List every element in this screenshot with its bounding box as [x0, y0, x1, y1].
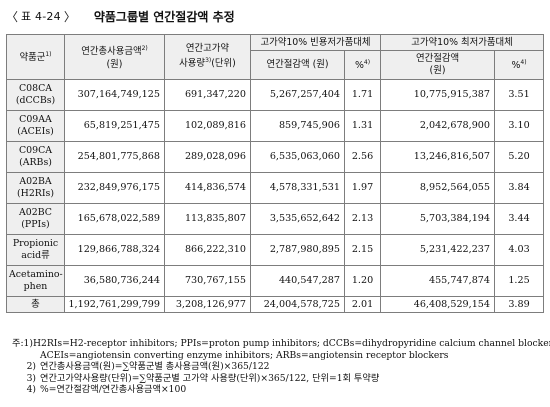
saving-lowest-cell: 455,747,874	[380, 265, 496, 297]
pct-lowest-cell: 1.25	[494, 265, 545, 297]
total-row: 총 1,192,761,299,799 3,208,126,977 24,004…	[6, 296, 545, 313]
high-use-cell: 289,028,096	[164, 141, 251, 173]
total-cost-cell: 1,192,761,299,799	[64, 296, 165, 313]
saving-lowest-cell: 46,408,529,154	[380, 296, 496, 313]
high-use-cell: 414,836,574	[164, 172, 251, 204]
pct-frequent-cell: 2.13	[343, 203, 382, 235]
saving-lowest-cell: 8,952,564,055	[380, 172, 496, 204]
header-pct-frequent: %4)	[343, 50, 382, 80]
high-use-cell: 102,089,816	[164, 110, 251, 142]
saving-frequent-cell: 24,004,578,725	[250, 296, 345, 313]
saving-lowest-cell: 5,703,384,194	[380, 203, 496, 235]
pct-lowest-cell: 5.20	[494, 141, 545, 173]
header-saving-frequent: 연간절감액 (원)	[250, 50, 345, 80]
pct-frequent-cell: 2.01	[343, 296, 382, 313]
pct-frequent-cell: 2.56	[343, 141, 382, 173]
note-mark: 2)	[26, 361, 36, 373]
pct-frequent-cell: 1.20	[343, 265, 382, 297]
savings-table: 약품군1) 연간총사용금액2) (원) 연간고가약 사용량3)(단위) 고가약10%…	[6, 34, 545, 313]
saving-lowest-cell: 13,246,816,507	[380, 141, 496, 173]
drug-cell: C09CA (ARBs)	[6, 141, 65, 173]
saving-lowest-cell: 2,042,678,900	[380, 110, 496, 142]
header-high-use: 연간고가약 사용량3)(단위)	[164, 34, 251, 80]
drug-cell: C09AA (ACEIs)	[6, 110, 65, 142]
high-use-cell: 3,208,126,977	[164, 296, 251, 313]
saving-frequent-cell: 3,535,652,642	[250, 203, 345, 235]
note-text: H2RIs=H2-receptor inhibitors; PPIs=proto…	[32, 338, 550, 349]
note-2: 2) 연간총사용금액(원)=∑약품군별 총사용금액(원)×365/122	[12, 361, 542, 373]
drug-cell: A02BA (H2RIs)	[6, 172, 65, 204]
drug-cell: Propionic acid류	[6, 234, 65, 266]
header-total-cost: 연간총사용금액2) (원)	[64, 34, 165, 80]
high-use-cell: 866,222,310	[164, 234, 251, 266]
total-label-cell: 총	[6, 296, 65, 313]
note-mark: 4)	[26, 384, 36, 396]
header-group-lowest-substitute: 고가약10% 최저가품대체	[380, 34, 545, 51]
header-drug: 약품군1)	[6, 34, 65, 80]
pct-frequent-cell: 1.97	[343, 172, 382, 204]
saving-frequent-cell: 440,547,287	[250, 265, 345, 297]
total-cost-cell: 254,801,775,868	[64, 141, 165, 173]
note-mark: 주:1)	[12, 338, 33, 349]
pct-frequent-cell: 2.15	[343, 234, 382, 266]
caption-open-bracket: 〈	[6, 9, 19, 24]
note-mark: 3)	[26, 372, 36, 384]
note-1-continuation: ACEIs=angiotensin converting enzyme inhi…	[40, 349, 449, 361]
note-text: 연간고가약사용량(단위)=∑약품군별 고가약 사용량(단위)×365/122, …	[40, 372, 380, 384]
total-cost-cell: 307,164,749,125	[64, 79, 165, 111]
note-1: 주:1) H2RIs=H2-receptor inhibitors; PPIs=…	[12, 338, 550, 350]
saving-frequent-cell: 2,787,980,895	[250, 234, 345, 266]
high-use-cell: 691,347,220	[164, 79, 251, 111]
saving-lowest-cell: 5,231,422,237	[380, 234, 496, 266]
header-saving-lowest: 연간절감액 (원)	[380, 50, 496, 80]
total-cost-cell: 129,866,788,324	[64, 234, 165, 266]
total-cost-cell: 165,678,022,589	[64, 203, 165, 235]
drug-cell: A02BC (PPIs)	[6, 203, 65, 235]
table-row: Propionic acid류 129,866,788,324 866,222,3…	[6, 234, 545, 266]
saving-frequent-cell: 4,578,331,531	[250, 172, 345, 204]
pct-lowest-cell: 4.03	[494, 234, 545, 266]
note-3: 3) 연간고가약사용량(단위)=∑약품군별 고가약 사용량(단위)×365/12…	[12, 373, 542, 385]
table-row: Acetamino-phen 36,580,736,244 730,767,15…	[6, 265, 545, 297]
note-4: 4) %=연간절감액/연간총사용금액×100	[12, 384, 542, 396]
saving-frequent-cell: 6,535,063,060	[250, 141, 345, 173]
high-use-cell: 113,835,807	[164, 203, 251, 235]
table-row: C09CA (ARBs) 254,801,775,868 289,028,096 …	[6, 141, 545, 173]
table-notes: 주:1) H2RIs=H2-receptor inhibitors; PPIs=…	[12, 338, 550, 396]
header-row-sub: 연간절감액 (원) %4) 연간절감액 (원) %4)	[7, 50, 545, 80]
caption-label: 표 4-24	[21, 10, 61, 23]
drug-cell: Acetamino-phen	[6, 265, 65, 297]
header-pct-lowest: %4)	[494, 50, 545, 80]
pct-lowest-cell: 3.10	[494, 110, 545, 142]
table-row: A02BC (PPIs) 165,678,022,589 113,835,807 …	[6, 203, 545, 235]
saving-lowest-cell: 10,775,915,387	[380, 79, 496, 111]
pct-lowest-cell: 3.44	[494, 203, 545, 235]
pct-lowest-cell: 3.84	[494, 172, 545, 204]
saving-frequent-cell: 5,267,257,404	[250, 79, 345, 111]
pct-frequent-cell: 1.71	[343, 79, 382, 111]
total-cost-cell: 232,849,976,175	[64, 172, 165, 204]
pct-lowest-cell: 3.89	[494, 296, 545, 313]
caption-title: 약품그룹별 연간절감액 추정	[93, 9, 235, 24]
table-row: A02BA (H2RIs) 232,849,976,175 414,836,574…	[6, 172, 545, 204]
drug-cell: C08CA (dCCBs)	[6, 79, 65, 111]
total-cost-cell: 65,819,251,475	[64, 110, 165, 142]
pct-frequent-cell: 1.31	[343, 110, 382, 142]
note-text: %=연간절감액/연간총사용금액×100	[40, 384, 187, 396]
header-row-group: 약품군1) 연간총사용금액2) (원) 연간고가약 사용량3)(단위) 고가약10%…	[6, 34, 545, 80]
header-group-frequent-substitute: 고가약10% 빈용저가품대체	[249, 34, 382, 51]
table-row: C08CA (dCCBs) 307,164,749,125 691,347,220…	[6, 79, 545, 111]
saving-frequent-cell: 859,745,906	[250, 110, 345, 142]
total-cost-cell: 36,580,736,244	[64, 265, 165, 297]
high-use-cell: 730,767,155	[164, 265, 251, 297]
table-caption: 〈 표 4-24 〉 약품그룹별 연간절감액 추정	[6, 6, 235, 26]
note-text: 연간총사용금액(원)=∑약품군별 총사용금액(원)×365/122	[40, 361, 270, 373]
caption-close-bracket: 〉	[63, 9, 76, 24]
pct-lowest-cell: 3.51	[494, 79, 545, 111]
table-row: C09AA (ACEIs) 65,819,251,475 102,089,816 …	[6, 110, 545, 142]
